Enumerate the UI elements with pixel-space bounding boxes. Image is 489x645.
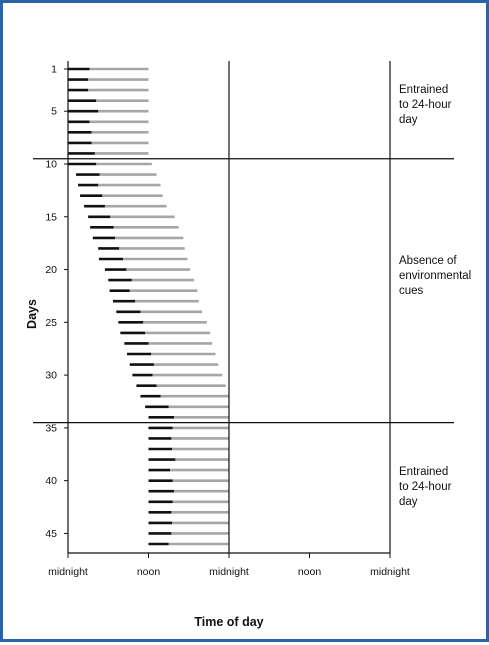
annotation-entrained-bottom-line-2: to 24-hour xyxy=(399,481,452,493)
y-tick-label-15: 15 xyxy=(45,211,57,223)
annotation-absence-line-3: cues xyxy=(399,285,424,297)
y-tick-label-1: 1 xyxy=(51,64,57,76)
x-tick-label-1: noon xyxy=(137,566,161,578)
annotation-entrained-top-line-3: day xyxy=(399,114,418,126)
lines-layer xyxy=(33,61,454,554)
y-tick-label-30: 30 xyxy=(45,370,57,382)
x-tick-label-0: midnight xyxy=(48,566,88,578)
x-tick-label-4: midnight xyxy=(370,566,410,578)
annotation-entrained-top-line-2: to 24-hour xyxy=(399,99,452,111)
y-tick-label-5: 5 xyxy=(51,106,57,118)
ticks-layer xyxy=(64,68,391,558)
y-axis-title: Days xyxy=(25,299,39,329)
annotation-entrained-bottom-line-1: Entrained xyxy=(399,466,448,478)
annotation-absence-line-1: Absence of xyxy=(399,255,457,267)
annotation-entrained-bottom-line-3: day xyxy=(399,496,418,508)
y-tick-label-35: 35 xyxy=(45,422,57,434)
annotation-entrained-bottom: Entrained to 24-hour day xyxy=(399,466,455,508)
y-tick-label-20: 20 xyxy=(45,264,57,276)
y-tick-label-10: 10 xyxy=(45,159,57,171)
x-axis-title: Time of day xyxy=(194,615,263,629)
bars-layer xyxy=(68,67,229,546)
x-tick-label-2: midnight xyxy=(209,566,249,578)
y-tick-label-45: 45 xyxy=(45,528,57,540)
annotation-entrained-top: Entrained to 24-hour day xyxy=(399,84,455,126)
x-tick-label-3: noon xyxy=(298,566,322,578)
annotation-absence-of-cues: Absence of environmental cues xyxy=(399,255,474,297)
annotation-absence-line-2: environmental xyxy=(399,270,471,282)
y-tick-label-25: 25 xyxy=(45,317,57,329)
y-tick-label-40: 40 xyxy=(45,475,57,487)
annotation-entrained-top-line-1: Entrained xyxy=(399,84,448,96)
